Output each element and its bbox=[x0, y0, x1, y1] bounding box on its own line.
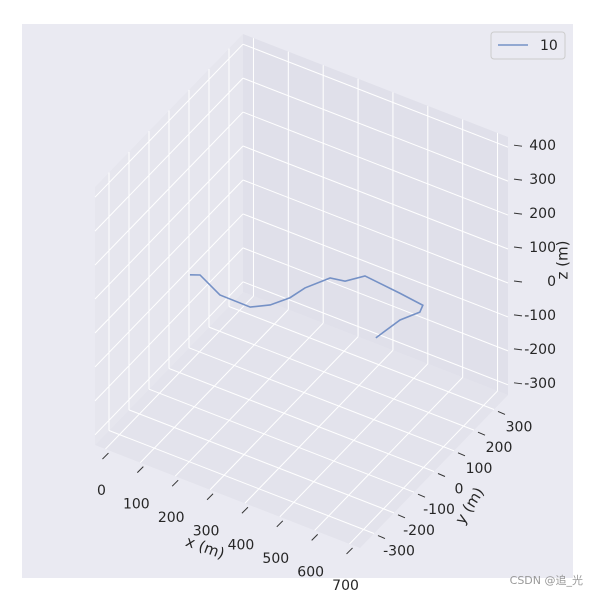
grid-line bbox=[94, 213, 244, 368]
y-tick bbox=[397, 514, 406, 519]
z-tick bbox=[513, 280, 523, 283]
x-tick-label: 300 bbox=[193, 524, 220, 540]
y-tick-label: 300 bbox=[506, 419, 533, 435]
z-axis-label: z (m) bbox=[554, 241, 572, 280]
grid-line bbox=[128, 409, 395, 514]
x-tick-label: 500 bbox=[262, 551, 289, 567]
z-tick-label: -100 bbox=[524, 308, 556, 324]
x-tick bbox=[241, 506, 249, 514]
y-tick-label: 200 bbox=[486, 440, 513, 456]
x-tick-label: 400 bbox=[228, 537, 255, 553]
grid-line bbox=[242, 111, 509, 216]
z-tick bbox=[513, 144, 523, 147]
y-tick bbox=[377, 535, 386, 539]
grid-line bbox=[188, 347, 455, 452]
y-tick-label: -300 bbox=[383, 544, 415, 560]
x-tick bbox=[136, 466, 144, 473]
y-tick-label: -100 bbox=[423, 502, 455, 518]
grid-line bbox=[94, 43, 244, 198]
y-tick-label: -200 bbox=[403, 523, 435, 539]
z-tick bbox=[513, 348, 523, 351]
grid-line bbox=[208, 326, 475, 431]
x-tick bbox=[346, 547, 353, 555]
x-tick bbox=[102, 452, 109, 460]
y-tick-label: 100 bbox=[466, 461, 493, 477]
grid-line bbox=[108, 430, 375, 534]
z-tick-label: 100 bbox=[529, 240, 556, 256]
grid-line bbox=[94, 179, 244, 334]
x-tick bbox=[276, 520, 284, 528]
grid-line bbox=[168, 368, 435, 472]
grid-line bbox=[148, 388, 415, 493]
z-tick-label: 300 bbox=[529, 172, 556, 188]
y-tick bbox=[477, 431, 486, 436]
grid-line bbox=[242, 77, 509, 182]
y-tick bbox=[437, 473, 446, 477]
z-tick bbox=[513, 178, 523, 181]
data-line bbox=[189, 273, 424, 339]
y-tick bbox=[497, 411, 506, 415]
grid-line bbox=[94, 145, 244, 300]
z-tick-label: 0 bbox=[547, 274, 556, 290]
x-tick-label: 0 bbox=[97, 483, 106, 499]
z-tick bbox=[513, 246, 523, 249]
grid-line bbox=[94, 281, 244, 436]
z-tick-label: -300 bbox=[524, 376, 556, 392]
z-tick-label: 400 bbox=[529, 138, 556, 154]
grid-line bbox=[242, 247, 509, 352]
grid-line bbox=[242, 179, 509, 284]
y-tick bbox=[417, 493, 426, 498]
z-tick bbox=[513, 314, 523, 317]
z-tick bbox=[513, 382, 523, 385]
grid-line bbox=[94, 111, 244, 266]
back-pane bbox=[243, 34, 508, 395]
z-tick bbox=[513, 212, 523, 215]
legend-label: 10 bbox=[540, 38, 558, 54]
z-tick-label: -200 bbox=[524, 342, 556, 358]
x-tick-label: 700 bbox=[332, 578, 359, 594]
y-tick-label: 0 bbox=[455, 482, 464, 498]
x-tick bbox=[171, 479, 179, 487]
z-tick-label: 200 bbox=[529, 206, 556, 222]
grid-line bbox=[242, 213, 509, 318]
grid-line bbox=[94, 77, 244, 232]
plot-area: 0100200300400500600700-300-200-100010020… bbox=[94, 34, 572, 594]
grid-line bbox=[242, 43, 509, 148]
grid-line bbox=[228, 306, 495, 410]
y-tick bbox=[457, 452, 466, 457]
grid-line bbox=[94, 247, 244, 402]
x-tick-label: 100 bbox=[123, 497, 150, 513]
x-tick bbox=[206, 493, 214, 501]
grid-line bbox=[242, 145, 509, 250]
x-tick bbox=[311, 534, 319, 541]
x-tick-label: 200 bbox=[158, 510, 185, 526]
watermark: CSDN @追_光 bbox=[510, 573, 583, 587]
x-tick-label: 600 bbox=[297, 564, 324, 580]
